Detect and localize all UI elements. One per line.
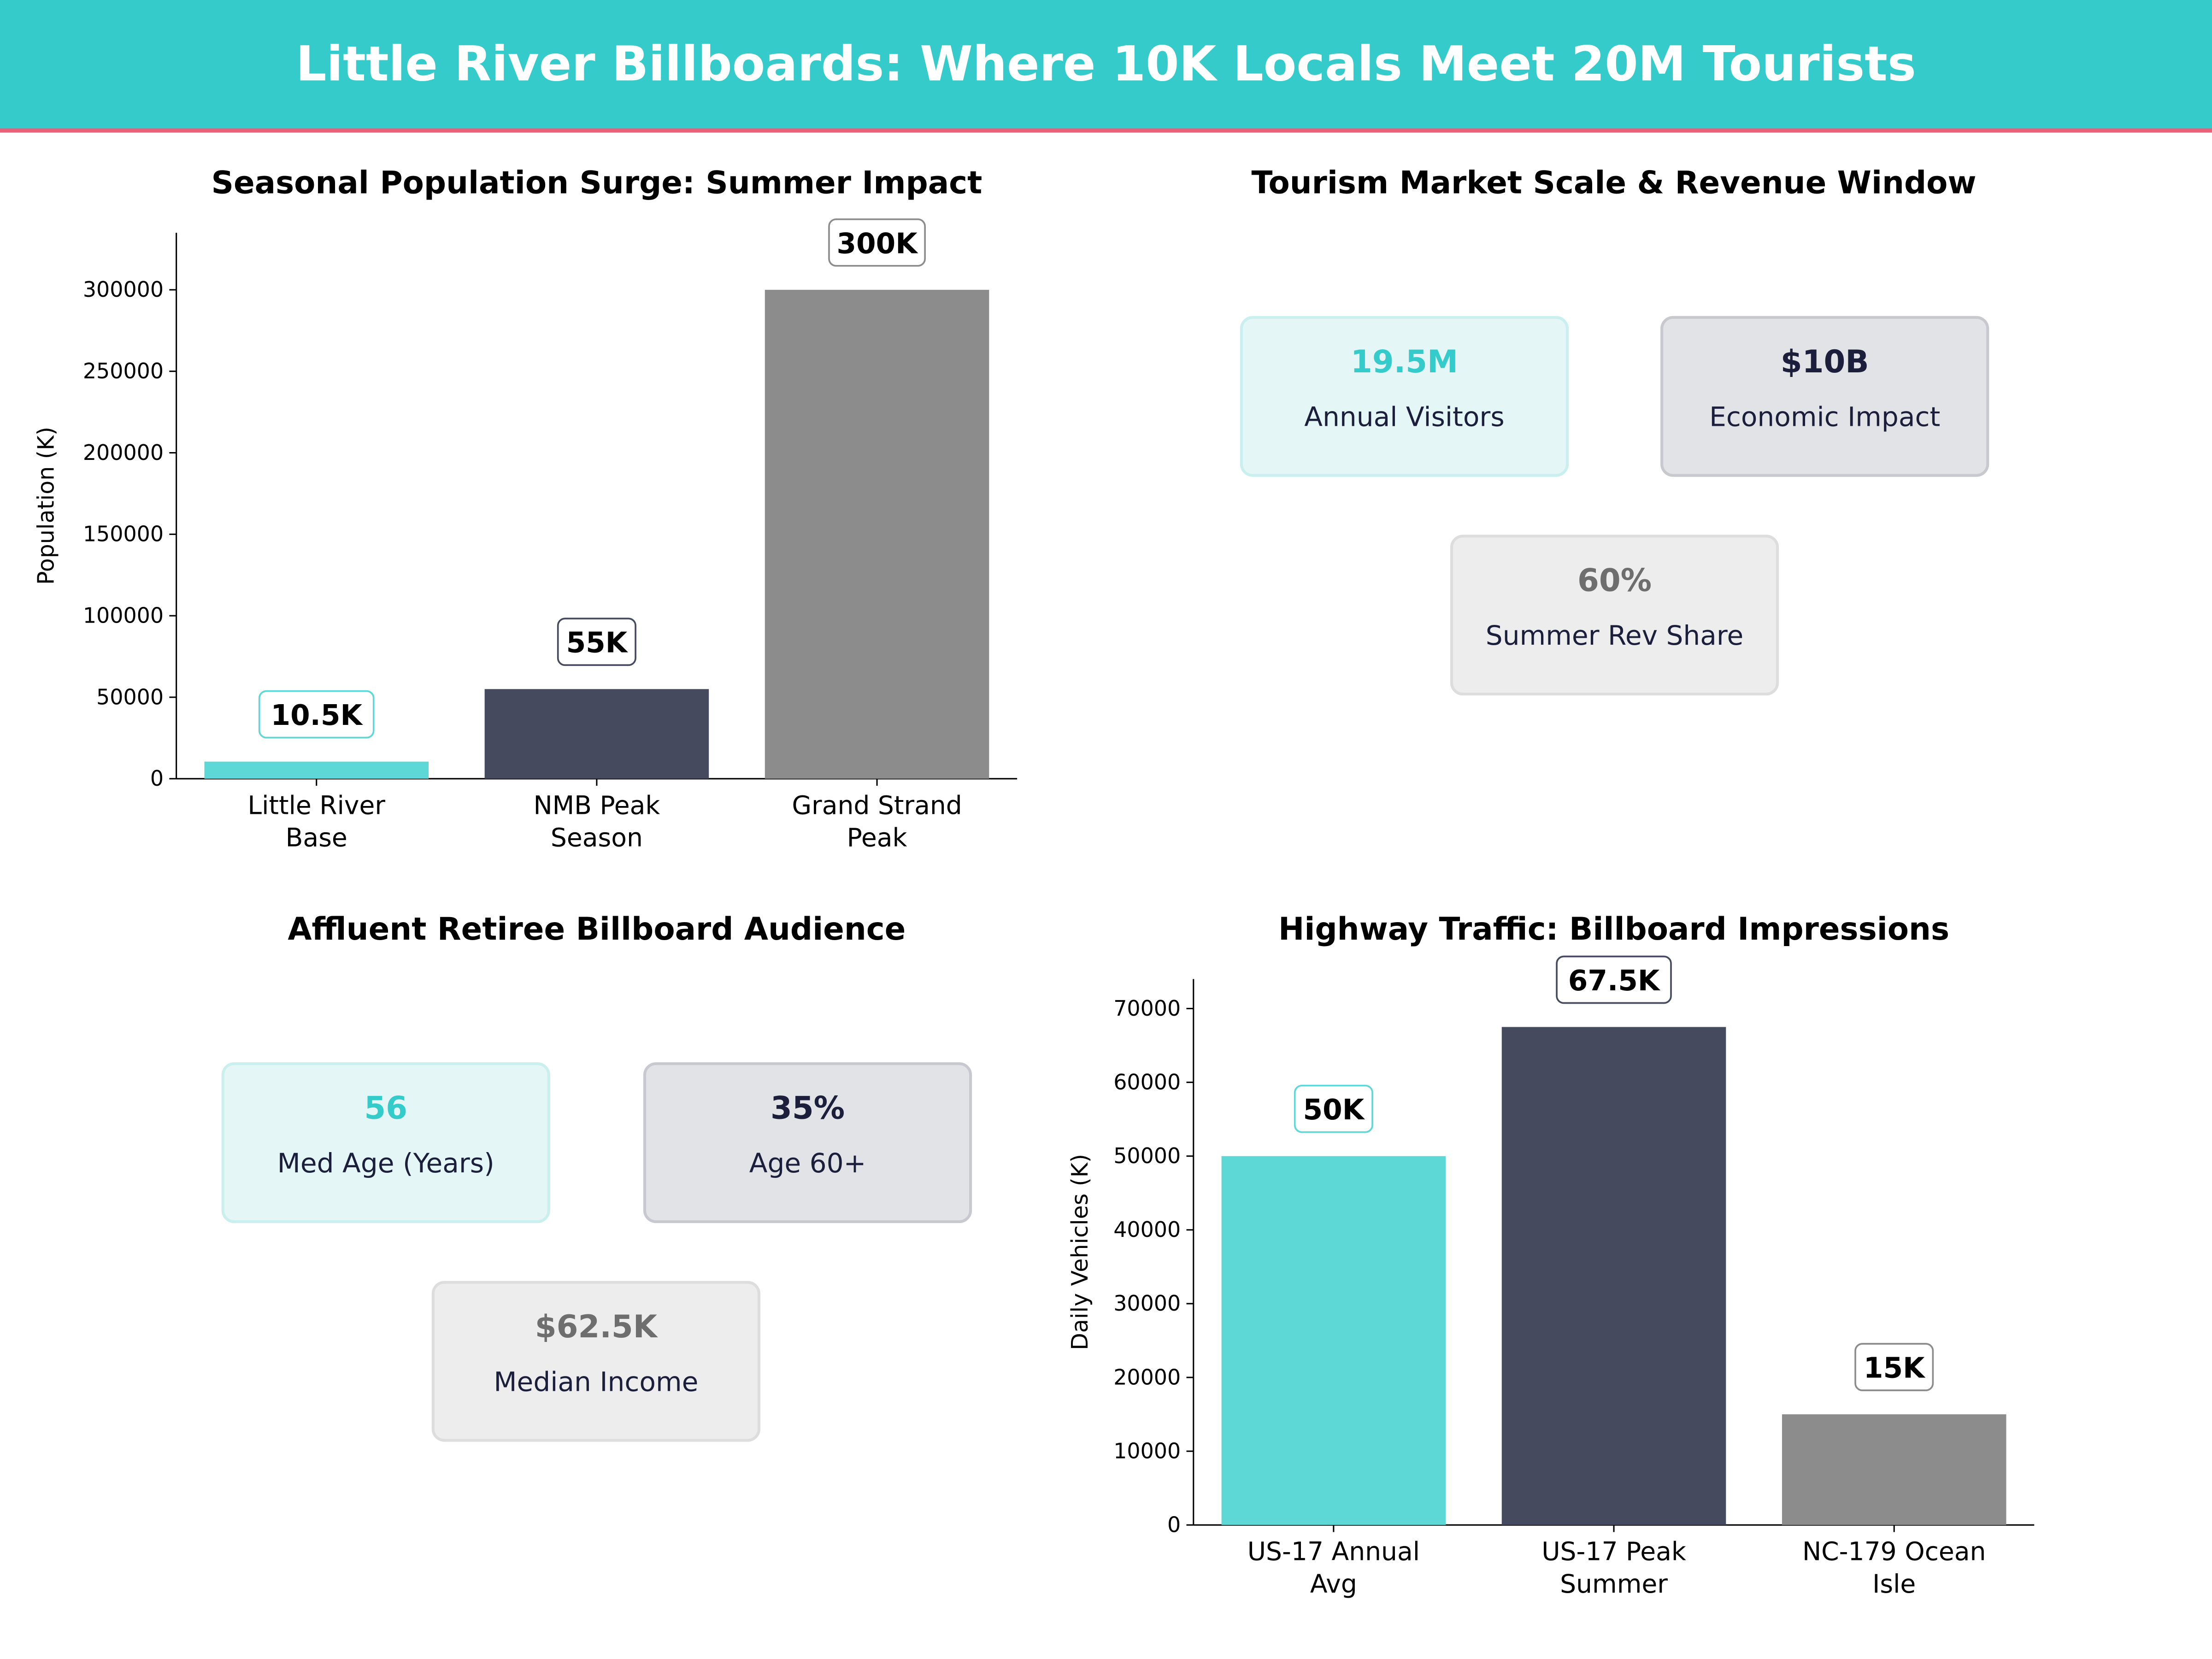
header-accent-line bbox=[0, 128, 2212, 133]
x-tick-label: US-17 Annual bbox=[1247, 1537, 1420, 1566]
y-tick-label: 100000 bbox=[83, 603, 164, 628]
x-tick-label: Grand Strand bbox=[792, 790, 962, 820]
chart-title-traffic: Highway Traffic: Billboard Impressions bbox=[1278, 911, 1949, 947]
y-tick-label: 0 bbox=[1167, 1512, 1181, 1537]
y-tick-label: 40000 bbox=[1113, 1217, 1181, 1242]
x-tick-label: Avg bbox=[1310, 1569, 1357, 1599]
y-tick-label: 50000 bbox=[1113, 1143, 1181, 1168]
stat-label: Median Income bbox=[494, 1366, 698, 1397]
stat-label: Summer Rev Share bbox=[1486, 620, 1744, 651]
bar bbox=[1221, 1156, 1446, 1525]
stat-card-bg bbox=[643, 1062, 972, 1224]
data-label-box bbox=[828, 218, 926, 267]
y-tick-label: 70000 bbox=[1113, 996, 1181, 1021]
bar bbox=[765, 289, 989, 779]
page-title: Little River Billboards: Where 10K Local… bbox=[296, 35, 1916, 92]
y-tick-label: 50000 bbox=[96, 684, 164, 709]
stat-card: 56 Med Age (Years) bbox=[221, 1062, 550, 1224]
x-tick-label: Peak bbox=[847, 823, 907, 853]
stat-card: 35% Age 60+ bbox=[643, 1062, 972, 1224]
stat-card: 19.5M Annual Visitors bbox=[1240, 316, 1569, 477]
stat-value: $10B bbox=[1781, 343, 1869, 380]
data-label: 15K bbox=[1864, 1352, 1926, 1384]
data-label: 10.5K bbox=[271, 699, 363, 732]
stat-value: 56 bbox=[364, 1090, 407, 1126]
stat-card-bg bbox=[431, 1281, 760, 1442]
y-tick-label: 0 bbox=[150, 766, 164, 791]
stat-label: Age 60+ bbox=[749, 1147, 866, 1179]
stat-card-bg bbox=[1660, 316, 1989, 477]
stat-value: 19.5M bbox=[1351, 343, 1458, 380]
data-label-box bbox=[557, 618, 636, 666]
tourism-cards: 19.5M Annual Visitors $10B Economic Impact 6… bbox=[1240, 316, 1989, 696]
header-bar bbox=[0, 0, 2212, 130]
x-tick-label: Little River bbox=[247, 790, 385, 820]
bar bbox=[484, 689, 709, 779]
data-label: 67.5K bbox=[1568, 965, 1661, 997]
x-tick-label: Summer bbox=[1560, 1569, 1668, 1599]
stat-card-bg bbox=[221, 1062, 550, 1224]
stat-card: $10B Economic Impact bbox=[1660, 316, 1989, 477]
stat-value: 35% bbox=[771, 1090, 845, 1126]
data-label-box bbox=[1294, 1084, 1373, 1133]
x-tick-label: Isle bbox=[1872, 1569, 1916, 1599]
stat-card-bg bbox=[1450, 535, 1779, 696]
x-tick-label: Season bbox=[551, 823, 643, 853]
x-tick-label: Base bbox=[286, 823, 347, 853]
chart-title-population: Seasonal Population Surge: Summer Impact bbox=[212, 164, 982, 200]
stat-card: $62.5K Median Income bbox=[431, 1281, 760, 1442]
stat-card: 60% Summer Rev Share bbox=[1450, 535, 1779, 696]
x-tick-label: US-17 Peak bbox=[1541, 1537, 1686, 1566]
stat-value: 60% bbox=[1577, 562, 1652, 599]
stat-label: Economic Impact bbox=[1709, 401, 1940, 432]
y-axis-label: Population (K) bbox=[33, 427, 59, 585]
y-tick-label: 30000 bbox=[1113, 1291, 1181, 1316]
population-chart: 0 50000 100000 150000 200000 250000 300000 Popu… bbox=[33, 218, 1018, 853]
bar bbox=[1782, 1414, 2006, 1525]
data-label-box bbox=[1556, 955, 1672, 1004]
y-tick-label: 10000 bbox=[1113, 1438, 1181, 1463]
traffic-chart: 0 10000 20000 30000 40000 50000 60000 70000 Dail… bbox=[1067, 955, 2035, 1599]
y-tick-label: 250000 bbox=[83, 359, 164, 383]
x-tick-label: NC-179 Ocean bbox=[1802, 1537, 1986, 1566]
stat-card-bg bbox=[1240, 316, 1569, 477]
y-axis-label: Daily Vehicles (K) bbox=[1067, 1154, 1093, 1350]
audience-title: Affluent Retiree Billboard Audience bbox=[288, 911, 906, 947]
y-tick-label: 200000 bbox=[83, 440, 164, 465]
y-tick-label: 150000 bbox=[83, 522, 164, 547]
tourism-title: Tourism Market Scale & Revenue Window bbox=[1251, 164, 1976, 200]
data-label: 300K bbox=[836, 227, 918, 260]
stat-value: $62.5K bbox=[535, 1308, 659, 1345]
data-label: 50K bbox=[1303, 1094, 1365, 1126]
stat-label: Med Age (Years) bbox=[277, 1147, 494, 1179]
data-label-box bbox=[1854, 1343, 1934, 1391]
data-label-box bbox=[258, 690, 375, 739]
data-label: 55K bbox=[566, 627, 629, 659]
y-tick-label: 20000 bbox=[1113, 1365, 1181, 1389]
bar bbox=[1501, 1027, 1726, 1525]
x-tick-label: NMB Peak bbox=[533, 790, 660, 820]
stat-label: Annual Visitors bbox=[1304, 401, 1504, 432]
bar bbox=[204, 761, 429, 779]
y-tick-label: 60000 bbox=[1113, 1070, 1181, 1094]
audience-cards: 56 Med Age (Years) 35% Age 60+ $62.5K Median … bbox=[221, 1062, 972, 1442]
y-tick-label: 300000 bbox=[83, 277, 164, 302]
